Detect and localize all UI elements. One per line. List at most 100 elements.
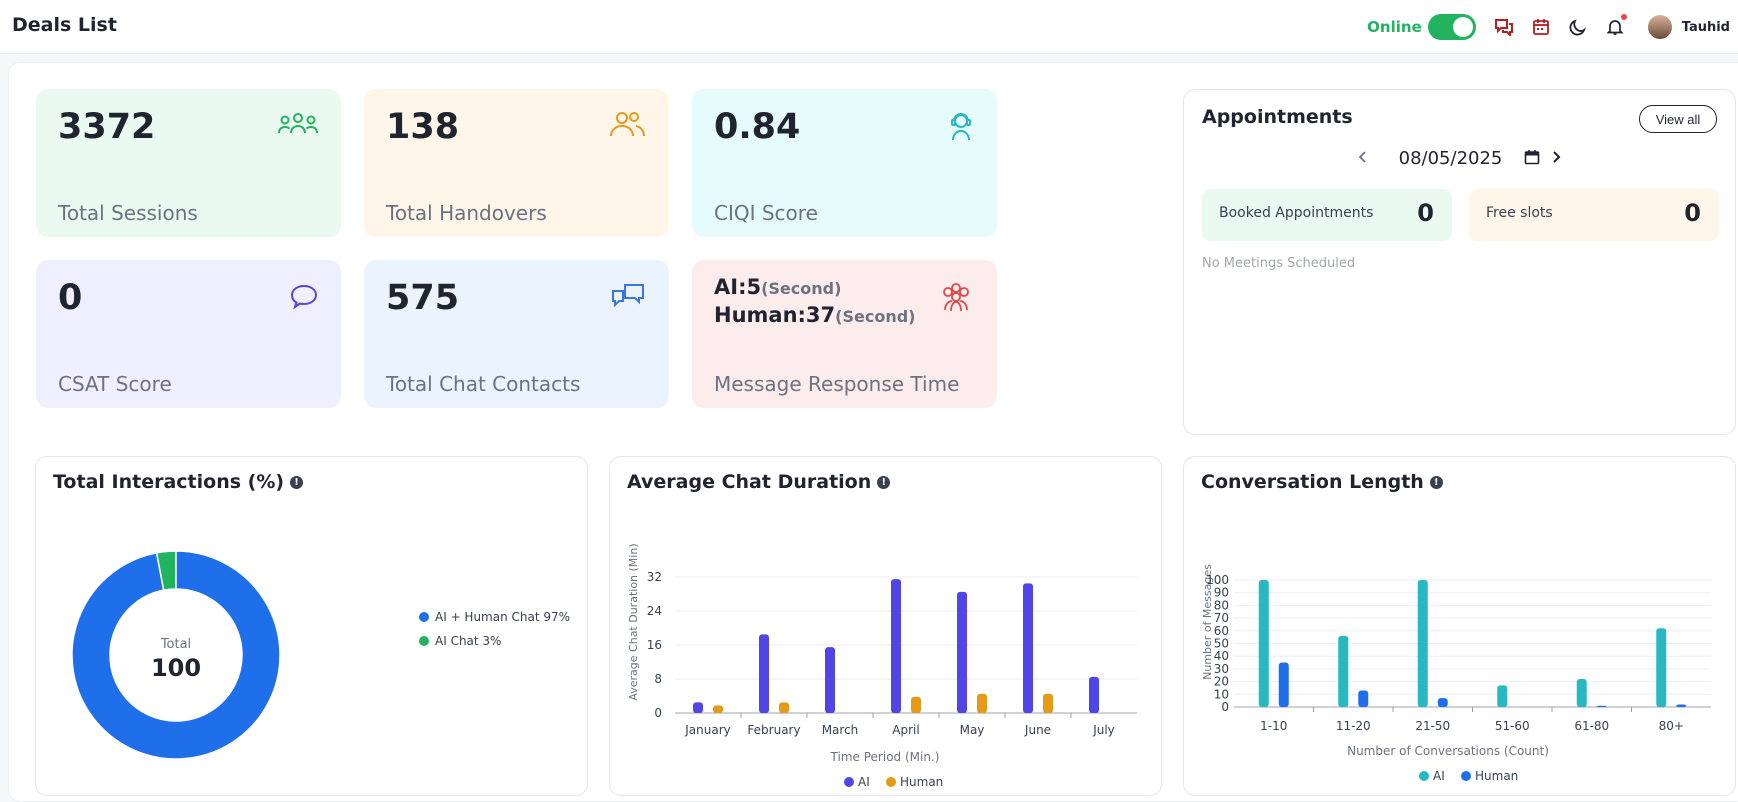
bar-human[interactable]: [977, 693, 987, 713]
stat-card-total-handovers: 138 Total Handovers: [364, 89, 669, 237]
bar-ai[interactable]: [957, 591, 967, 713]
x-tick-label: 11-20: [1336, 719, 1371, 733]
free-slots-value: 0: [1684, 199, 1701, 227]
y-tick-label: 20: [1214, 675, 1229, 689]
appointments-title: Appointments: [1202, 106, 1353, 128]
bar-human[interactable]: [713, 705, 723, 713]
info-icon[interactable]: !: [877, 475, 891, 489]
stat-value: 3372: [58, 107, 156, 147]
booked-appointments-card: Booked Appointments 0: [1202, 189, 1452, 241]
x-tick-label: March: [822, 723, 859, 737]
bar-human[interactable]: [1358, 690, 1369, 707]
y-tick-label: 16: [647, 638, 662, 652]
bar-ai[interactable]: [693, 702, 703, 713]
bar-ai[interactable]: [759, 634, 769, 713]
chart-title: Total Interactions (%) !: [53, 471, 304, 493]
bell-icon[interactable]: [1605, 13, 1628, 37]
stat-card-csat-score: 0 CSAT Score: [36, 260, 341, 408]
x-tick-label: February: [747, 723, 800, 737]
legend-label-human: Human: [1475, 769, 1518, 783]
y-tick-label: 0: [654, 706, 662, 720]
bar-chart: Average Chat Duration (Min) Time Period …: [627, 543, 1137, 789]
legend-marker: [419, 612, 429, 622]
user-name[interactable]: Tauhid: [1681, 19, 1730, 35]
info-icon[interactable]: !: [290, 475, 304, 489]
stat-card-total-chat-contacts: 575 Total Chat Contacts: [364, 260, 669, 408]
notification-dot: [1619, 13, 1628, 21]
bar-ai[interactable]: [891, 579, 901, 713]
bar-ai[interactable]: [1023, 583, 1033, 713]
y-tick-label: 10: [1214, 687, 1229, 701]
x-tick-label: 51-60: [1495, 719, 1530, 733]
bar-human[interactable]: [1043, 693, 1053, 713]
bar-human[interactable]: [779, 702, 789, 713]
stat-label: CIQI Score: [714, 201, 818, 225]
x-tick-label: July: [1092, 723, 1115, 737]
bar-ai[interactable]: [1338, 635, 1349, 707]
team-icon: [933, 280, 975, 314]
bar-ai[interactable]: [1258, 580, 1269, 707]
stat-card-message-response-time: AI:5(Second) Human:37(Second) Message Re…: [692, 260, 997, 408]
chart-title-text: Conversation Length: [1201, 471, 1424, 493]
calendar-icon[interactable]: [1531, 17, 1551, 37]
view-all-button[interactable]: View all: [1639, 105, 1717, 133]
bar-ai[interactable]: [1497, 685, 1508, 707]
bar-human[interactable]: [1596, 705, 1607, 707]
stat-label: CSAT Score: [58, 372, 172, 396]
bar-human[interactable]: [1278, 662, 1289, 707]
chat-icon[interactable]: [1494, 17, 1514, 37]
stat-value: 138: [386, 107, 460, 147]
x-tick-label: 61-80: [1574, 719, 1609, 733]
y-tick-label: 60: [1214, 624, 1229, 638]
y-tick-label: 24: [647, 604, 662, 618]
info-icon[interactable]: !: [1429, 475, 1443, 489]
bar-ai[interactable]: [1576, 679, 1587, 707]
avatar[interactable]: [1647, 15, 1672, 39]
chart-title: Average Chat Duration !: [627, 471, 891, 493]
donut-slice[interactable]: [71, 550, 281, 760]
total-interactions-card: Total Interactions (%) ! Total 100 AI + …: [35, 456, 588, 796]
y-tick-label: 50: [1214, 637, 1229, 651]
human-response-time: Human:37: [714, 303, 836, 327]
bar-human[interactable]: [911, 696, 921, 713]
legend-marker: [419, 636, 429, 646]
stat-card-total-sessions: 3372 Total Sessions: [36, 89, 341, 237]
response-time-values: AI:5(Second) Human:37(Second): [714, 274, 915, 330]
legend-marker-ai: [844, 777, 854, 787]
chevron-right-icon[interactable]: [1550, 149, 1562, 168]
y-tick-label: 0: [1221, 700, 1229, 714]
moon-icon[interactable]: [1568, 17, 1588, 37]
legend-label-ai: AI: [1433, 769, 1445, 783]
bar-human[interactable]: [1676, 704, 1687, 707]
x-tick-label: June: [1024, 723, 1051, 737]
y-tick-label: 40: [1214, 649, 1229, 663]
bar-human[interactable]: [1437, 698, 1448, 707]
y-axis-label: Average Chat Duration (Min): [627, 543, 640, 700]
x-axis-label: Time Period (Min.): [830, 750, 940, 764]
bar-ai[interactable]: [825, 647, 835, 713]
legend-label-ai: AI: [858, 775, 870, 789]
stat-value: 575: [386, 278, 460, 318]
stat-value: 0: [58, 278, 83, 318]
y-tick-label: 8: [654, 672, 662, 686]
y-tick-label: 30: [1214, 662, 1229, 676]
legend-marker-human: [1461, 771, 1471, 781]
date-input[interactable]: 08/05/2025: [1398, 148, 1503, 169]
calendar-icon[interactable]: [1524, 149, 1540, 169]
stat-label: Total Handovers: [386, 201, 547, 225]
y-tick-label: 90: [1214, 586, 1229, 600]
y-tick-label: 32: [647, 570, 662, 584]
bar-ai[interactable]: [1656, 628, 1667, 707]
chevron-left-icon[interactable]: [1357, 149, 1369, 168]
chart-title-text: Average Chat Duration: [627, 471, 872, 493]
stat-label: Total Sessions: [58, 201, 198, 225]
booked-appointments-label: Booked Appointments: [1219, 205, 1374, 221]
bar-ai[interactable]: [1417, 580, 1428, 707]
bar-ai[interactable]: [1089, 676, 1099, 713]
donut-chart: Total 100 AI + Human Chat 97% AI Chat 3%: [71, 550, 570, 760]
appointments-panel: Appointments View all 08/05/2025 Booked …: [1183, 89, 1736, 435]
online-toggle[interactable]: [1427, 14, 1476, 40]
legend-label-human: Human: [900, 775, 943, 789]
stat-label: Message Response Time: [714, 372, 960, 396]
legend-marker-ai: [1419, 771, 1429, 781]
